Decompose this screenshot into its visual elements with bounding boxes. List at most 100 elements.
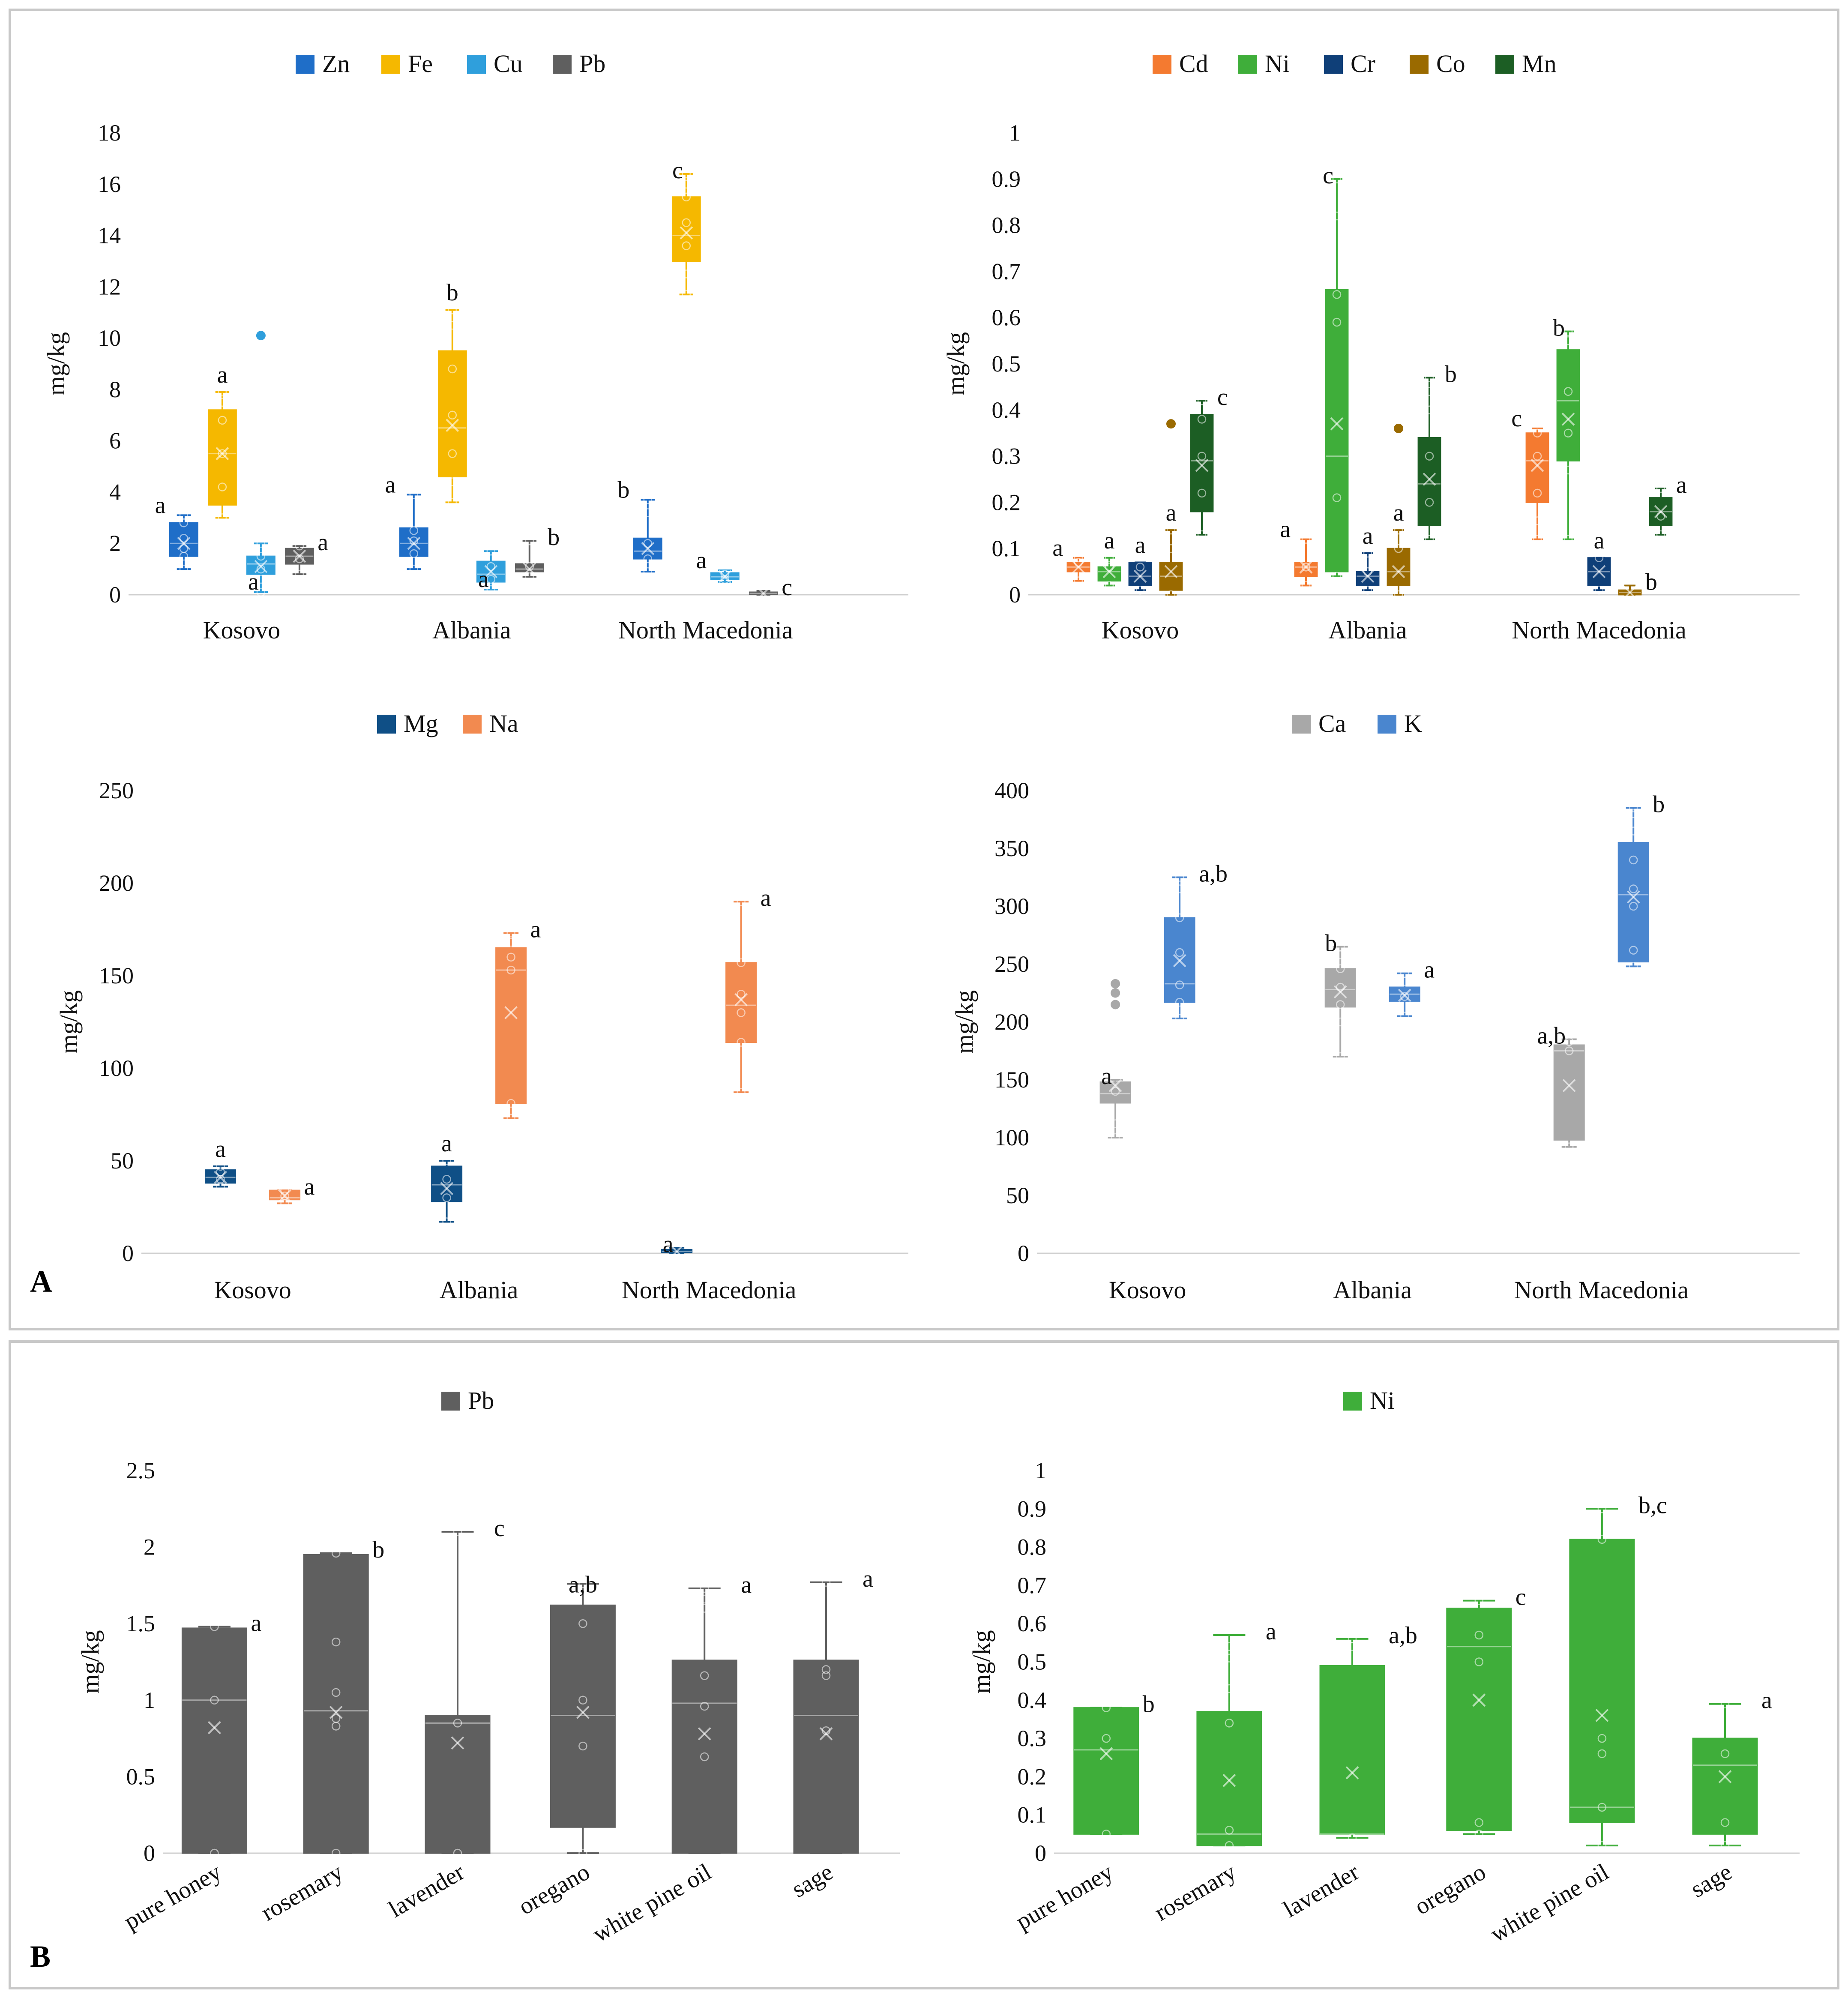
data-point — [1425, 373, 1434, 382]
mean-marker — [1361, 569, 1375, 583]
c5-x-tick-label: white pine oil — [588, 1859, 716, 1948]
box-body — [1692, 1737, 1758, 1835]
c5-box-pure-honey-pb: a — [181, 1610, 261, 1858]
significance-label: c — [1511, 405, 1522, 432]
significance-label: a — [1363, 523, 1373, 549]
c2-box-north-macedonia-cr: a — [1587, 527, 1611, 595]
mean-marker — [1592, 565, 1606, 578]
c1-y-tick-label: 6 — [109, 428, 121, 454]
data-point — [1597, 1841, 1607, 1850]
c2-x-tick-label: Albania — [1328, 616, 1407, 644]
mean-marker — [504, 1006, 518, 1019]
significance-label: c — [494, 1515, 505, 1542]
c2-legend-label-mn: Mn — [1522, 50, 1557, 78]
mean-marker — [1164, 565, 1178, 578]
significance-label: a — [304, 1174, 315, 1200]
data-point — [737, 1038, 746, 1047]
data-point — [256, 539, 266, 548]
c6-y-tick-label: 0.6 — [1018, 1611, 1047, 1636]
significance-label: b — [1445, 361, 1457, 387]
data-point — [1225, 1826, 1234, 1835]
c1-y-tick-label: 4 — [109, 479, 121, 505]
mean-marker — [734, 993, 748, 1006]
data-point — [409, 526, 419, 535]
data-point — [1533, 452, 1542, 461]
data-point — [1225, 1719, 1234, 1728]
data-point — [1629, 809, 1638, 818]
c2-y-axis-label: mg/kg — [942, 332, 970, 395]
c1-box-north-macedonia-cu: a — [696, 547, 740, 584]
outlier-point — [1111, 1000, 1120, 1009]
data-point — [1564, 1142, 1574, 1151]
box-body — [169, 522, 198, 557]
mean-marker — [1626, 890, 1640, 904]
mean-marker — [1195, 458, 1209, 472]
c3-y-tick-label: 150 — [99, 963, 134, 989]
c6-box-oregano-ni: c — [1446, 1584, 1526, 1839]
data-point — [210, 1695, 219, 1705]
outlier-point — [1394, 423, 1403, 433]
significance-label: b — [372, 1537, 384, 1563]
box-body — [1553, 1044, 1585, 1141]
data-point — [1563, 336, 1573, 345]
significance-label: a,b — [1389, 1622, 1417, 1649]
mean-marker — [177, 536, 191, 550]
data-point — [1363, 585, 1372, 595]
c2-y-tick-label: 0.1 — [992, 536, 1021, 561]
c4-y-tick-label: 400 — [994, 778, 1029, 803]
data-point — [525, 536, 534, 545]
box-body — [1319, 1665, 1385, 1835]
box-body — [1097, 566, 1121, 582]
c1-box-albania-zn: a — [385, 471, 428, 574]
data-point — [331, 1549, 341, 1558]
significance-label: a — [251, 1610, 261, 1636]
data-point — [1563, 387, 1573, 396]
data-point — [1225, 1642, 1234, 1651]
data-point — [1563, 327, 1573, 336]
significance-label: a — [1761, 1687, 1772, 1714]
data-point — [821, 1578, 831, 1587]
significance-label: a,b — [1537, 1023, 1566, 1049]
outlier-point — [1111, 988, 1120, 998]
data-point — [1175, 873, 1184, 882]
data-point — [643, 508, 653, 517]
c2-box-kosovo-co: a — [1159, 419, 1183, 599]
data-point — [1597, 1535, 1607, 1544]
c1-legend-swatch-pb — [553, 55, 572, 74]
data-point — [1394, 590, 1403, 599]
data-point — [578, 1741, 587, 1751]
data-point — [1348, 1634, 1357, 1644]
box-body — [1446, 1607, 1512, 1831]
data-point — [525, 562, 534, 571]
c3-y-tick-label: 250 — [99, 778, 134, 803]
data-point — [295, 541, 304, 551]
data-point — [1197, 396, 1207, 405]
data-point — [1597, 1504, 1607, 1513]
c6-x-tick-label: lavender — [1279, 1858, 1364, 1923]
c2-y-tick-label: 0 — [1009, 582, 1021, 608]
c4-y-tick-label: 300 — [994, 893, 1029, 919]
data-point — [210, 1622, 219, 1631]
data-point — [1533, 488, 1542, 498]
data-point — [295, 569, 304, 579]
c2-legend-swatch-co — [1410, 55, 1429, 74]
data-point — [1348, 1833, 1357, 1842]
data-point — [442, 1174, 451, 1184]
mean-marker — [819, 1727, 833, 1740]
data-point — [643, 495, 653, 504]
data-point — [218, 513, 227, 522]
box-body — [495, 947, 527, 1104]
data-point — [218, 482, 227, 491]
data-point — [448, 449, 457, 458]
c4-y-tick-label: 100 — [994, 1125, 1029, 1150]
c4-box-albania-ca: b — [1324, 930, 1356, 1061]
data-point — [1175, 884, 1184, 893]
mean-marker — [1561, 412, 1575, 426]
data-point — [1225, 1841, 1234, 1850]
c4-legend-label-k: K — [1404, 710, 1422, 737]
data-point — [1394, 525, 1403, 535]
data-point — [1336, 1000, 1345, 1009]
data-point — [737, 897, 746, 906]
mean-marker — [1133, 569, 1147, 583]
data-point — [218, 416, 227, 425]
